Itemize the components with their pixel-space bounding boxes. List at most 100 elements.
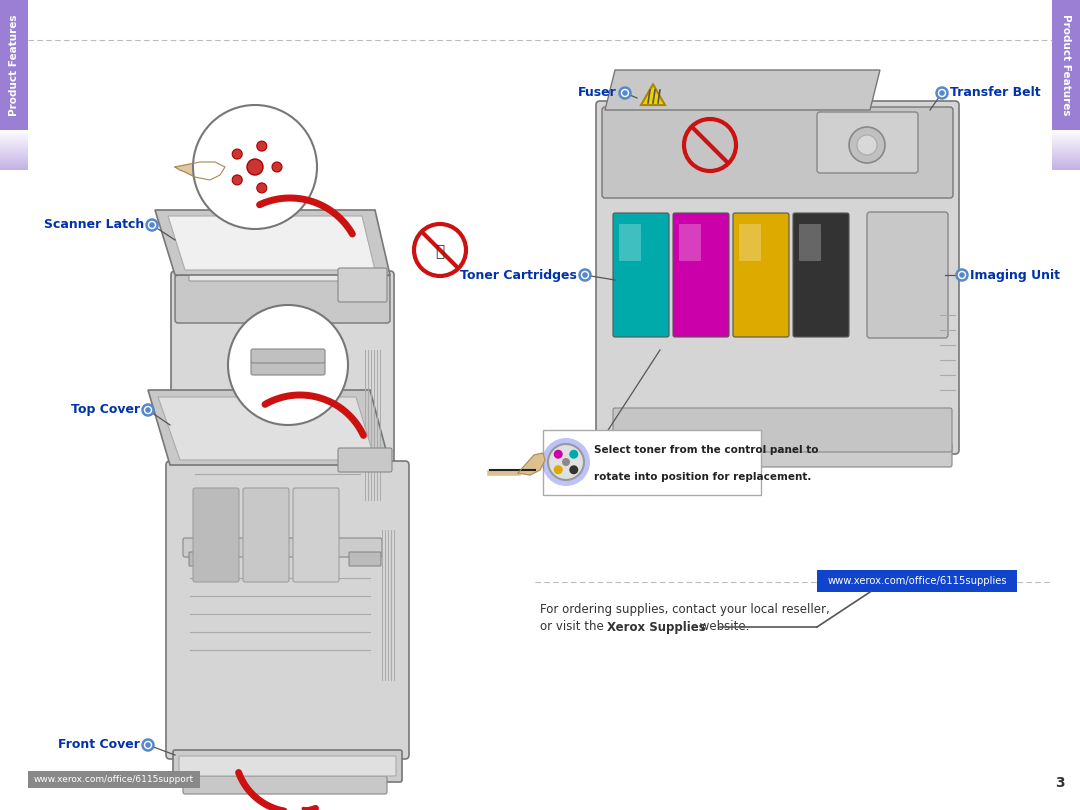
Circle shape [232,149,242,159]
FancyBboxPatch shape [608,443,951,467]
Bar [0,142,28,143]
Circle shape [957,270,968,280]
Text: 3: 3 [1055,776,1065,790]
Bar [1052,144,1080,145]
Text: ✋: ✋ [435,245,445,259]
Text: Transfer Belt: Transfer Belt [950,87,1041,100]
Circle shape [257,141,267,151]
Circle shape [622,90,627,96]
Bar [1052,141,1080,142]
Bar [1052,157,1080,158]
Bar [0,159,28,160]
Bar [1052,150,1080,151]
FancyBboxPatch shape [799,224,821,261]
Bar [0,168,28,169]
Bar [0,148,28,149]
Bar [1052,164,1080,165]
FancyBboxPatch shape [189,259,376,281]
Bar [0,164,28,165]
Circle shape [143,404,153,416]
Bar [0,150,28,151]
Bar [1052,152,1080,153]
FancyBboxPatch shape [171,271,394,549]
Text: For ordering supplies, contact your local reseller,: For ordering supplies, contact your loca… [540,603,829,616]
Bar [0,132,28,133]
Bar [0,146,28,147]
Bar [0,0,28,130]
Bar [816,570,1017,592]
Circle shape [582,272,588,278]
Bar [0,155,28,156]
Bar [0,138,28,139]
Bar [1052,149,1080,150]
Text: Imaging Unit: Imaging Unit [970,268,1059,282]
Circle shape [569,450,578,458]
Circle shape [228,305,348,425]
Circle shape [580,270,591,280]
Circle shape [145,742,151,748]
FancyBboxPatch shape [293,488,339,582]
Bar [1052,169,1080,170]
Bar [0,169,28,170]
Polygon shape [518,453,545,475]
Text: Fuser: Fuser [578,87,617,100]
FancyBboxPatch shape [183,776,387,794]
Circle shape [193,105,318,229]
Bar [1052,155,1080,156]
FancyBboxPatch shape [602,107,953,198]
FancyBboxPatch shape [243,488,289,582]
Bar [0,141,28,142]
Circle shape [145,407,151,413]
Bar [1052,143,1080,144]
Circle shape [936,87,947,99]
Polygon shape [156,210,390,275]
Bar [1052,167,1080,168]
Polygon shape [605,70,880,110]
Bar [0,162,28,163]
FancyBboxPatch shape [613,213,669,337]
Polygon shape [158,397,375,460]
FancyBboxPatch shape [867,212,948,338]
Bar [0,165,28,166]
Circle shape [147,220,158,231]
FancyBboxPatch shape [739,224,761,261]
Bar [0,154,28,155]
Bar [0,161,28,162]
Polygon shape [148,390,390,465]
Circle shape [940,90,945,96]
Bar [1052,132,1080,133]
Circle shape [554,465,563,475]
Text: Product Features: Product Features [1061,15,1071,116]
Bar [1052,142,1080,143]
Circle shape [143,740,153,751]
Circle shape [548,444,584,480]
Bar [1052,153,1080,154]
Bar [0,163,28,164]
Polygon shape [642,84,665,105]
Circle shape [149,222,154,228]
Bar [0,157,28,158]
FancyBboxPatch shape [733,213,789,337]
Bar [1052,160,1080,161]
Bar [0,144,28,145]
FancyBboxPatch shape [183,538,382,557]
Bar [0,158,28,159]
Circle shape [562,458,570,466]
Circle shape [959,272,964,278]
Bar [1052,146,1080,147]
Bar [28,771,200,788]
Bar [1052,138,1080,139]
Bar [0,145,28,146]
Bar [1052,156,1080,157]
Bar [0,167,28,168]
Bar [0,151,28,152]
FancyBboxPatch shape [619,224,642,261]
Bar [1052,0,1080,130]
Bar [0,153,28,154]
Bar [0,134,28,135]
FancyBboxPatch shape [175,275,390,323]
Bar [1052,154,1080,155]
Bar [0,166,28,167]
Bar [0,149,28,150]
Text: website.: website. [696,620,750,633]
